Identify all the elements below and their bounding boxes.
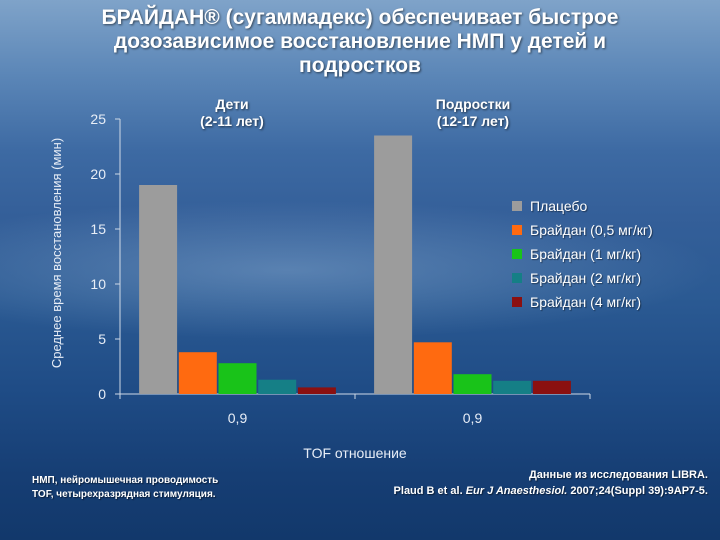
y-tick-label: 5 (98, 331, 106, 347)
y-tick-label: 25 (90, 111, 106, 127)
bar (493, 380, 532, 394)
bar (453, 374, 492, 394)
y-tick-label: 10 (90, 276, 106, 292)
legend-label: Плацебо (530, 198, 588, 214)
group-label-adolescents: Подростки (12-17 лет) (418, 96, 528, 130)
footnote-abbreviations: НМП, нейромышечная проводимость TOF, чет… (32, 474, 218, 502)
group-label-children: Дети (2-11 лет) (182, 96, 282, 130)
y-tick-label: 0 (98, 386, 106, 402)
footnote-line-1: НМП, нейромышечная проводимость (32, 475, 219, 486)
x-axis-title: TOF отношение (303, 445, 407, 461)
legend-label: Брайдан (0,5 мг/кг) (530, 222, 653, 238)
legend-item: Брайдан (4 мг/кг) (512, 290, 653, 314)
legend-item: Брайдан (2 мг/кг) (512, 266, 653, 290)
legend-label: Брайдан (2 мг/кг) (530, 270, 642, 286)
y-tick-label: 15 (90, 221, 106, 237)
reference-details: 2007;24(Suppl 39):9AP7-5. (567, 485, 708, 497)
legend-item: Брайдан (1 мг/кг) (512, 242, 653, 266)
bar (258, 379, 297, 394)
reference-journal: Eur J Anaesthesiol. (465, 485, 568, 497)
legend-swatch (512, 249, 522, 259)
bar (413, 342, 452, 394)
footnote-reference: Данные из исследования LIBRA. Plaud B et… (394, 467, 708, 499)
y-tick-label: 20 (90, 166, 106, 182)
title-line-2: дозозависимое восстановление НМП у детей… (113, 30, 607, 53)
reference-authors: Plaud B et al. (393, 485, 466, 497)
x-tick-label: 0,9 (463, 410, 483, 426)
legend: Плацебо Брайдан (0,5 мг/кг) Брайдан (1 мг/… (512, 194, 653, 314)
group-label-line: Дети (215, 96, 249, 112)
legend-item: Плацебо (512, 194, 653, 218)
legend-swatch (512, 273, 522, 283)
bar (374, 135, 413, 394)
legend-swatch (512, 201, 522, 211)
legend-item: Брайдан (0,5 мг/кг) (512, 218, 653, 242)
group-label-line: Подростки (435, 96, 511, 112)
legend-swatch (512, 297, 522, 307)
group-label-line: (12-17 лет) (436, 113, 510, 129)
bar (139, 185, 178, 394)
group-label-line: (2-11 лет) (200, 113, 264, 129)
x-tick-label: 0,9 (228, 410, 248, 426)
reference-line-1: Данные из исследования LIBRA. (528, 469, 708, 481)
legend-label: Брайдан (4 мг/кг) (530, 294, 642, 310)
reference-line-2: Plaud B et al. Eur J Anaesthesiol. 2007;… (394, 483, 708, 499)
title-line-3: подростков (299, 54, 421, 77)
title-line-1: БРАЙДАН® (сугаммадекс) обеспечивает быст… (101, 6, 619, 29)
legend-swatch (512, 225, 522, 235)
footnote-line-2: TOF, четырехразрядная стимуляция. (32, 489, 216, 500)
legend-label: Брайдан (1 мг/кг) (530, 246, 642, 262)
bar (297, 387, 336, 394)
slide-title: БРАЙДАН® (сугаммадекс) обеспечивает быст… (0, 6, 720, 78)
bar (532, 380, 571, 394)
bar (218, 363, 257, 394)
bar (178, 352, 217, 394)
